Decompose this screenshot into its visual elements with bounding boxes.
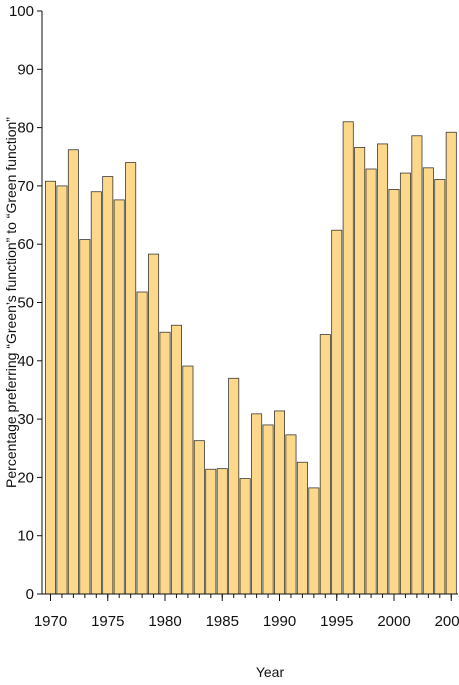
- y-tick-label-0: 0: [26, 586, 34, 603]
- bar-1997: [354, 147, 366, 595]
- y-tick-label-10: 10: [17, 528, 34, 545]
- y-tick-label-20: 20: [17, 469, 34, 486]
- bar-1995: [331, 229, 343, 595]
- x-tick-label-1985: 1985: [206, 613, 239, 630]
- bar-1979: [148, 253, 160, 595]
- bar-1996: [342, 121, 354, 595]
- y-tick-label-60: 60: [17, 236, 34, 253]
- bar-1981: [170, 324, 182, 595]
- x-tick-label-2005: 2005: [435, 613, 459, 630]
- x-tick-label-2000: 2000: [377, 613, 410, 630]
- bar-1990: [273, 410, 285, 595]
- y-axis-ticks: 0 10 20 30 40 50 60 70 80 90 100: [9, 3, 42, 603]
- bar-2005: [445, 131, 457, 595]
- bar-2003: [422, 167, 434, 595]
- bar-1983: [193, 440, 205, 595]
- bar-1993: [308, 487, 320, 595]
- bar-1987: [239, 478, 251, 595]
- y-tick-label-100: 100: [9, 3, 34, 20]
- bar-1985: [216, 468, 228, 595]
- bar-2001: [399, 172, 411, 595]
- bar-1988: [251, 413, 263, 595]
- bar-1974: [90, 191, 102, 595]
- bar-1980: [159, 331, 171, 595]
- y-tick-label-90: 90: [17, 61, 34, 78]
- y-tick-label-50: 50: [17, 295, 34, 312]
- bar-1982: [182, 365, 194, 595]
- y-tick-label-80: 80: [17, 120, 34, 137]
- x-tick-label-1990: 1990: [263, 613, 296, 630]
- bar-1992: [296, 461, 308, 595]
- y-axis-title: Percentage preferring “Green’s function”…: [3, 117, 19, 488]
- bar-1998: [365, 168, 377, 595]
- bar-2002: [411, 135, 423, 595]
- bar-1977: [125, 162, 137, 595]
- bar-1991: [285, 434, 297, 595]
- bars: [45, 121, 457, 595]
- bar-2004: [434, 179, 446, 595]
- bar-1999: [377, 143, 389, 595]
- bar-1984: [205, 468, 217, 595]
- x-axis-ticks: 1970 1975 1980 1985 1990 1995 2000 2005: [34, 594, 459, 630]
- x-tick-label-1995: 1995: [320, 613, 353, 630]
- bar-2000: [388, 188, 400, 595]
- bar-1976: [113, 199, 125, 595]
- y-tick-label-40: 40: [17, 353, 34, 370]
- x-tick-label-1970: 1970: [34, 613, 67, 630]
- bar-1978: [136, 291, 148, 595]
- y-tick-label-70: 70: [17, 178, 34, 195]
- y-tick-label-30: 30: [17, 411, 34, 428]
- bar-1986: [228, 377, 240, 595]
- x-tick-label-1975: 1975: [91, 613, 124, 630]
- x-tick-label-1980: 1980: [148, 613, 181, 630]
- bar-1973: [79, 239, 91, 595]
- x-axis-title: Year: [256, 664, 285, 680]
- bar-1994: [319, 334, 331, 595]
- bar-1971: [56, 185, 68, 595]
- bar-1972: [67, 149, 79, 595]
- bar-1970: [45, 180, 57, 595]
- bar-1989: [262, 424, 274, 595]
- bar-1975: [102, 176, 114, 595]
